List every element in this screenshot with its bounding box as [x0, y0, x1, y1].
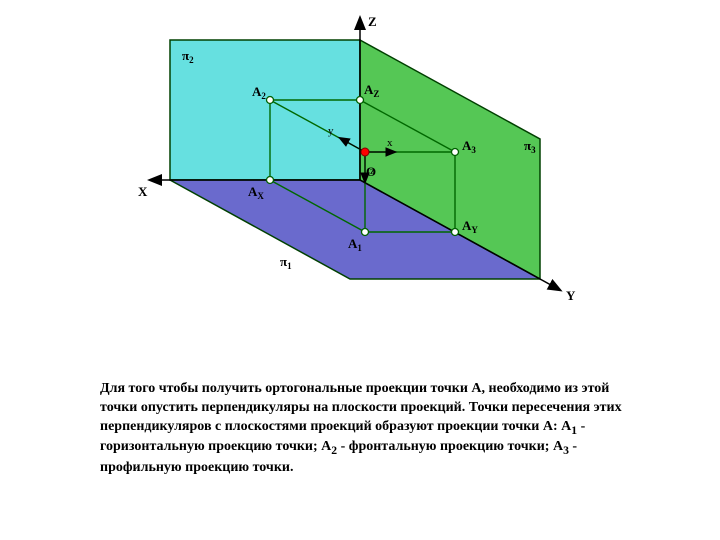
axis-z-label: Z [368, 14, 377, 29]
svg-text:π1: π1 [280, 254, 292, 271]
local-z-label: z [370, 165, 375, 177]
axis-y-label: Y [566, 288, 576, 303]
caption-text: Для того чтобы получить ортогональные пр… [100, 380, 640, 478]
axis-x-label: X [138, 184, 148, 199]
projection-diagram: Z X Y O x y z [130, 10, 600, 355]
local-y-label: y [328, 125, 334, 137]
point-a-main [361, 148, 369, 156]
local-x-label: x [387, 137, 393, 149]
plane-pi2 [170, 40, 360, 180]
